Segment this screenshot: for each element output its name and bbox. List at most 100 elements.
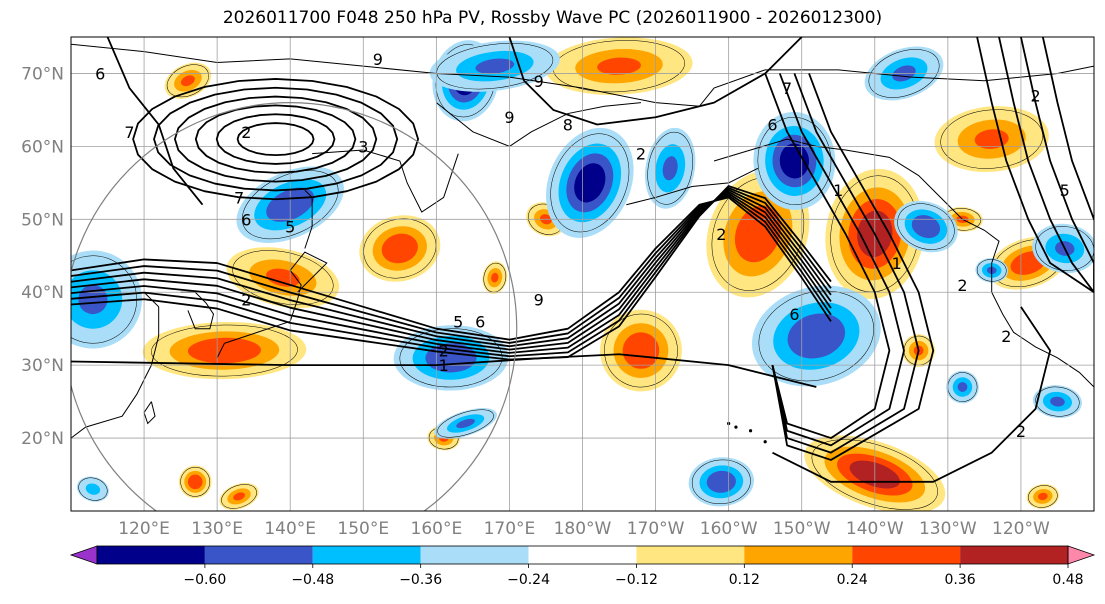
positive-pc-anomaly [164, 62, 212, 99]
colorbar-bin [312, 546, 421, 564]
colorbar-extend-high [1067, 545, 1096, 565]
latitude-tick-label: 50°N [21, 210, 64, 230]
colorbar: −0.60 −0.48 −0.36 −0.24 −0.12 0.12 0.24 0.36 0.4… [69, 545, 1096, 588]
negative-pc-anomaly [434, 408, 497, 439]
pc-shade-level [381, 233, 418, 264]
colorbar-bin [960, 546, 1068, 564]
pv-contour [1020, 37, 1094, 293]
pv-contour-label: 7 [234, 188, 244, 207]
negative-pc-anomaly [644, 127, 696, 209]
coastline [312, 149, 459, 213]
pc-shade-level [911, 215, 941, 239]
pv-contour [771, 73, 920, 454]
pv-contour [976, 37, 1094, 293]
pv-contour-label: 2 [636, 145, 646, 164]
pv-contour [132, 78, 419, 201]
pv-contour-label: 2 [1030, 86, 1040, 105]
colorbar-tick-label: 0.48 [1052, 572, 1083, 588]
pv-contour [236, 122, 315, 157]
pv-contour [764, 73, 891, 439]
pc-shade-level [1050, 396, 1065, 407]
longitude-tick-label: 130°W [919, 519, 977, 539]
pv-contour [71, 190, 832, 351]
positive-pc-anomaly [219, 482, 259, 510]
negative-pc-anomaly [753, 111, 836, 210]
pv-contour-label: 2 [241, 291, 251, 310]
coastline [304, 189, 313, 249]
colorbar-tick-label: −0.36 [399, 572, 442, 588]
pv-contour [998, 37, 1094, 293]
pv-contour [772, 306, 1052, 483]
pv-contour-label: 1 [439, 356, 449, 375]
pv-contour [771, 73, 935, 461]
pv-contour [71, 353, 817, 388]
pv-contour-label: 5 [453, 312, 463, 331]
pc-shade-level [266, 268, 300, 287]
pv-contour-label: 1 [892, 254, 902, 273]
pv-contour-label: 2 [1001, 327, 1011, 346]
positive-pc-anomaly [934, 106, 1049, 173]
pc-shade-level [574, 163, 606, 203]
pv-contour-label: 2 [241, 123, 251, 142]
colorbar-tick-label: −0.24 [507, 572, 550, 588]
longitude-tick-label: 130°E [191, 519, 243, 539]
colorbar-frame [96, 545, 1069, 565]
positive-pc-anomaly [359, 215, 441, 282]
reference-circle [71, 102, 518, 511]
coastline [713, 138, 1094, 388]
pv-contour [71, 194, 832, 344]
pc-shade-level [233, 492, 245, 501]
colorbar-tick-label: 0.12 [729, 572, 760, 588]
coastline [626, 167, 759, 206]
pv-contour [71, 196, 832, 341]
longitude-tick-label: 180°W [554, 519, 612, 539]
pv-contour [174, 95, 378, 183]
colorbar-tick-label: −0.48 [291, 572, 334, 588]
pc-shade-level [662, 156, 678, 181]
reference-circle-layer [71, 102, 518, 511]
positive-pc-anomaly [600, 309, 682, 392]
pv-contour-label: 9 [534, 72, 544, 91]
latitude-tick-label: 70°N [21, 64, 64, 84]
island [748, 429, 753, 433]
pv-contour-label: 6 [789, 305, 799, 324]
colorbar-tick-label: −0.60 [183, 572, 226, 588]
colorbar-extend-low [69, 545, 98, 565]
island [763, 440, 767, 444]
pv-contour [771, 73, 905, 447]
map-title: 2026011700 F048 250 hPa PV, Rossby Wave … [222, 8, 883, 28]
pv-contour-label: 6 [767, 116, 777, 135]
pc-shade-level [734, 205, 781, 263]
pv-contour [71, 188, 832, 354]
longitude-tick-label: 170°E [484, 519, 536, 539]
pv-contour-label: 3 [358, 137, 368, 156]
pc-shade-level [475, 58, 515, 74]
pv-contour [71, 187, 832, 358]
pc-shade-level [85, 483, 101, 495]
pc-shade-level [180, 75, 195, 87]
positive-pc-anomaly [178, 465, 212, 499]
pc-shade-level [187, 474, 203, 490]
coastline [143, 401, 156, 425]
colorbar-tick-label: 0.24 [837, 572, 868, 588]
colorbar-bin [528, 546, 637, 564]
latitude-tick-label: 20°N [21, 429, 64, 449]
negative-pc-anomaly [1032, 385, 1082, 419]
pv-contour [215, 113, 336, 165]
pv-contour-label: 9 [504, 108, 514, 127]
negative-pc-anomaly [76, 476, 109, 502]
positive-pc-anomaly [1026, 484, 1060, 509]
pc-shade-level [187, 337, 261, 364]
longitude-tick-label: 120°W [992, 519, 1050, 539]
pv-contour-label: 2 [439, 342, 449, 361]
latitude-tick-label: 40°N [21, 283, 64, 303]
negative-pc-anomaly [546, 127, 634, 238]
pv-contour [1041, 37, 1094, 293]
colorbar-tick-label: 0.36 [945, 572, 976, 588]
pv-contour-label: 5 [285, 218, 295, 237]
pv-contour-label: 2 [957, 276, 967, 295]
pv-contour-label: 2 [1016, 422, 1026, 441]
pc-shade-level [597, 57, 641, 75]
island [734, 425, 738, 429]
